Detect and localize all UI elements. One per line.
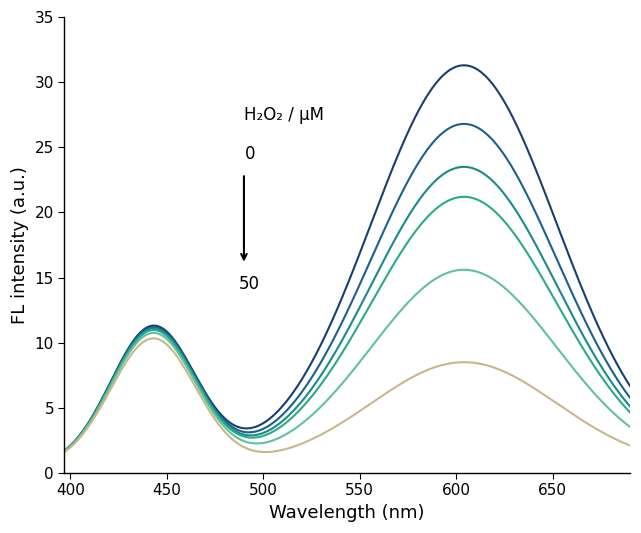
Y-axis label: FL intensity (a.u.): FL intensity (a.u.) [11,166,29,324]
X-axis label: Wavelength (nm): Wavelength (nm) [269,504,425,522]
Text: 0: 0 [244,145,255,163]
Text: H₂O₂ / μM: H₂O₂ / μM [244,106,324,124]
Text: 50: 50 [239,275,260,293]
